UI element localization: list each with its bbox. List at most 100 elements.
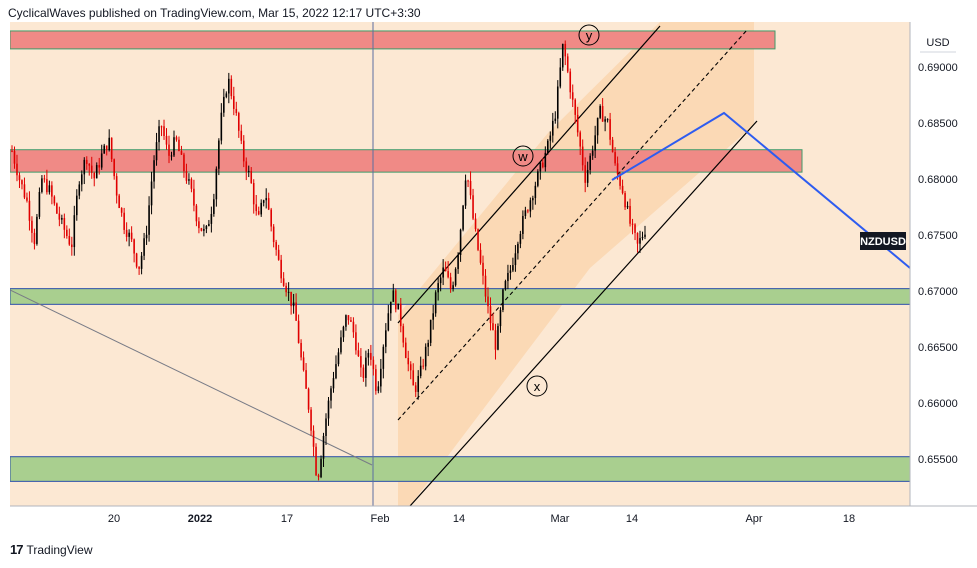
wave-label-x: x	[526, 375, 548, 397]
candle-body	[225, 93, 228, 97]
candle-body	[322, 435, 325, 459]
candle-body	[409, 364, 412, 371]
candle-body	[544, 152, 547, 168]
candle-body	[33, 232, 36, 244]
candle-body	[68, 236, 71, 245]
candle-body	[26, 197, 28, 201]
candle-body	[295, 302, 297, 321]
candle-body	[105, 145, 108, 151]
candle-body	[275, 242, 277, 250]
time-tick-label: 14	[626, 513, 638, 525]
candle-body	[402, 326, 405, 343]
candle-body	[340, 337, 342, 353]
candle-body	[203, 229, 205, 231]
candle-body	[292, 302, 295, 307]
candle-body	[539, 162, 542, 172]
candle-body	[624, 193, 626, 208]
candle-body	[51, 185, 53, 197]
candle-body	[469, 180, 472, 196]
candle-body	[315, 446, 317, 476]
tradingview-logo[interactable]: 17 TradingView	[10, 542, 93, 557]
candle-body	[527, 210, 529, 212]
svg-text:w: w	[517, 149, 528, 164]
candle-body	[380, 368, 382, 387]
candle-body	[18, 175, 21, 181]
candle-body	[312, 430, 315, 447]
candle-body	[230, 78, 233, 97]
candle-body	[454, 268, 457, 286]
candle-body	[579, 132, 582, 147]
candle-body	[537, 171, 539, 186]
candle-body	[444, 267, 447, 272]
candle-body	[397, 303, 400, 310]
candle-body	[195, 205, 198, 222]
candle-body	[589, 155, 591, 170]
candle-body	[584, 165, 586, 183]
candle-body	[185, 171, 188, 181]
resistance-zone[interactable]	[10, 149, 803, 173]
support-zone[interactable]	[10, 456, 910, 482]
candle-body	[360, 356, 362, 368]
candle-body	[66, 229, 68, 237]
candle-body	[517, 243, 519, 254]
candle-body	[497, 326, 499, 350]
candle-body	[532, 198, 534, 201]
time-tick-label: 14	[453, 513, 465, 525]
candle-body	[472, 195, 474, 219]
candle-body	[140, 255, 143, 269]
candle-body	[242, 140, 245, 162]
candle-body	[198, 221, 200, 229]
currency-label: USD	[926, 37, 949, 49]
candle-body	[581, 146, 584, 166]
candle-body	[128, 232, 130, 237]
candle-body	[489, 306, 492, 324]
candle-body	[163, 126, 165, 136]
resistance-zone[interactable]	[10, 30, 776, 50]
tradingview-mark-icon: 17	[10, 542, 24, 557]
candle-body	[287, 291, 290, 293]
time-tick-label: Feb	[371, 513, 390, 525]
candle-body	[362, 367, 365, 378]
candle-body	[399, 303, 402, 327]
candle-body	[90, 165, 93, 173]
candle-body	[235, 108, 238, 114]
candle-body	[342, 326, 345, 338]
candle-body	[629, 205, 631, 224]
wave-label-y: y	[578, 24, 600, 46]
candle-body	[193, 188, 195, 206]
candle-body	[554, 118, 557, 121]
candle-body	[282, 278, 285, 286]
candle-body	[601, 106, 604, 122]
candles-group	[11, 40, 646, 481]
candle-body	[155, 142, 158, 161]
candle-body	[462, 205, 464, 230]
candle-body	[200, 228, 203, 231]
candle-body	[474, 218, 477, 230]
candle-body	[404, 342, 407, 358]
time-tick-label: 2022	[188, 513, 212, 525]
candle-body	[262, 200, 265, 203]
candle-body	[245, 161, 248, 172]
candle-body	[265, 198, 267, 201]
support-zone[interactable]	[10, 288, 910, 305]
candle-body	[130, 232, 133, 240]
candle-body	[285, 285, 287, 293]
candle-body	[412, 370, 415, 386]
candle-body	[594, 135, 596, 151]
candle-body	[123, 212, 125, 230]
candle-body	[477, 229, 479, 250]
candle-body	[133, 239, 135, 254]
candle-body	[310, 409, 312, 431]
candle-body	[337, 352, 340, 365]
candle-body	[504, 281, 507, 290]
candle-body	[394, 290, 397, 310]
candle-body	[492, 323, 494, 331]
price-tick-label: 0.67500	[918, 230, 958, 242]
candle-body	[519, 233, 522, 244]
symbol-price-label[interactable]: NZDUSD	[860, 232, 906, 250]
candle-body	[606, 119, 609, 121]
candle-body	[75, 195, 78, 216]
candle-body	[83, 159, 86, 175]
candle-body	[457, 254, 459, 269]
